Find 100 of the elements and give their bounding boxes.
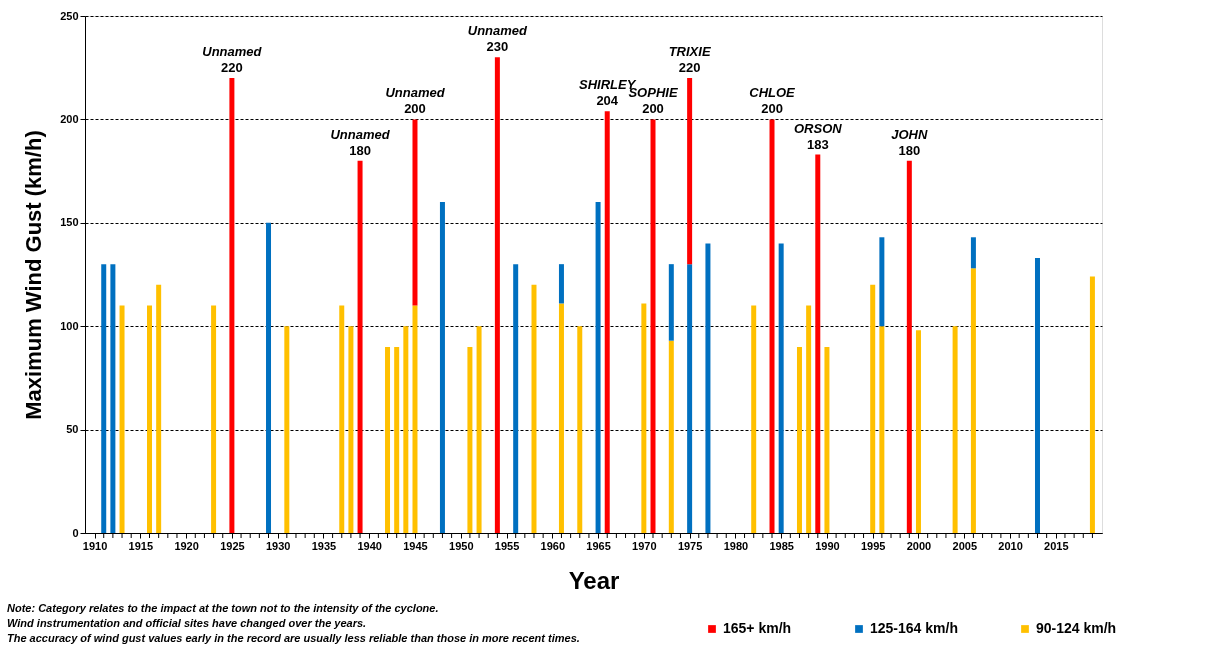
bar xyxy=(906,160,912,533)
total-label: 204 xyxy=(596,93,619,109)
bar xyxy=(751,305,757,533)
x-tick-label: 2005 xyxy=(952,539,977,552)
x-tick-label: 1995 xyxy=(860,539,886,552)
x-tick-label: 2015 xyxy=(1044,539,1069,552)
total-label: 230 xyxy=(486,39,509,55)
y-tick-label: 250 xyxy=(60,9,79,22)
bar xyxy=(558,303,564,533)
y-tick-label: 200 xyxy=(60,112,79,125)
bar xyxy=(641,303,647,533)
bar xyxy=(915,330,921,533)
bar xyxy=(476,326,482,533)
bar xyxy=(513,264,519,533)
bar xyxy=(604,111,610,533)
x-tick-label: 2000 xyxy=(906,539,932,552)
bar xyxy=(650,119,656,533)
bar xyxy=(385,346,391,533)
bar xyxy=(403,326,409,533)
bar xyxy=(806,305,812,533)
bar xyxy=(211,305,217,533)
bar xyxy=(970,268,976,533)
annotation: Unnamed xyxy=(330,126,391,142)
text: Note: Category relates to the impact at the town not to the intensity of the cyclone. xyxy=(7,602,439,614)
bar xyxy=(595,202,601,533)
x-axis-title: Year xyxy=(568,566,620,594)
total-label: 180 xyxy=(349,142,371,158)
x-tick-label: 1960 xyxy=(540,539,566,552)
bar xyxy=(879,237,885,327)
bar xyxy=(1035,257,1040,533)
x-tick-label: 1945 xyxy=(403,539,428,552)
total-label: 200 xyxy=(761,101,783,117)
bar xyxy=(101,264,107,533)
bar xyxy=(339,305,345,533)
x-tick-label: 1940 xyxy=(357,539,382,552)
bar xyxy=(970,237,976,269)
bar xyxy=(668,264,674,341)
legend-label: 90-124 km/h xyxy=(1036,620,1117,636)
bar xyxy=(687,78,693,265)
bar xyxy=(412,305,418,533)
x-tick-label: 1915 xyxy=(128,539,154,552)
bar xyxy=(952,326,958,533)
annotation: CHLOE xyxy=(749,85,796,101)
bar xyxy=(147,305,152,533)
bar xyxy=(284,326,290,533)
y-axis-title: Maximum Wind Gust (km/h) xyxy=(21,130,47,420)
bar xyxy=(815,154,821,533)
bar xyxy=(439,202,445,533)
bar xyxy=(412,119,418,306)
bar xyxy=(531,284,537,533)
annotation: Unnamed xyxy=(385,85,446,101)
text: The accuracy of wind gust values early in the record are usually less reliable than those in more recent times. xyxy=(7,632,580,644)
bar xyxy=(769,119,775,533)
y-tick-label: 50 xyxy=(66,423,79,436)
bar xyxy=(394,346,400,533)
bar xyxy=(229,78,235,533)
bar xyxy=(110,264,116,533)
bar xyxy=(879,326,885,533)
legend-label: 165+ km/h xyxy=(723,620,792,636)
total-label: 183 xyxy=(806,136,829,152)
text: Wind instrumentation and official sites have changed over the years. xyxy=(7,617,367,629)
x-tick-label: 1955 xyxy=(494,539,520,552)
annotation: JOHN xyxy=(891,126,928,142)
y-tick-label: 100 xyxy=(60,319,79,332)
bar xyxy=(156,284,162,533)
x-tick-label: 1950 xyxy=(449,539,474,552)
y-tick-label: 150 xyxy=(60,216,79,229)
bar xyxy=(1089,276,1095,533)
bar xyxy=(687,264,693,533)
x-tick-label: 1970 xyxy=(632,539,657,552)
bar xyxy=(119,305,125,533)
x-tick-label: 1965 xyxy=(586,539,611,552)
x-tick-label: 1925 xyxy=(220,539,245,552)
total-label: 200 xyxy=(404,101,426,117)
x-tick-label: 1920 xyxy=(174,539,199,552)
x-tick-label: 1980 xyxy=(723,539,749,552)
legend-label: 125-164 km/h xyxy=(870,620,958,636)
bar xyxy=(705,243,711,533)
annotation: TRIXIE xyxy=(668,44,711,60)
bar xyxy=(870,284,876,533)
bar xyxy=(796,346,802,533)
bar xyxy=(266,222,272,533)
bar xyxy=(357,160,363,533)
total-label: 220 xyxy=(678,60,701,76)
bar xyxy=(348,326,354,533)
bar xyxy=(494,57,500,533)
bar xyxy=(778,243,784,533)
bar xyxy=(467,346,473,533)
total-label: 220 xyxy=(221,60,243,76)
x-tick-label: 1935 xyxy=(311,539,337,552)
bar xyxy=(824,346,830,533)
annotation: ORSON xyxy=(793,120,843,136)
x-tick-label: 1930 xyxy=(265,539,291,552)
x-tick-label: 1910 xyxy=(82,539,108,552)
total-label: 200 xyxy=(642,101,664,117)
annotation: Unnamed xyxy=(202,44,263,60)
x-tick-label: 1990 xyxy=(815,539,840,552)
bar xyxy=(668,340,674,533)
y-tick-label: 0 xyxy=(72,526,79,539)
x-tick-label: 2010 xyxy=(998,539,1023,552)
